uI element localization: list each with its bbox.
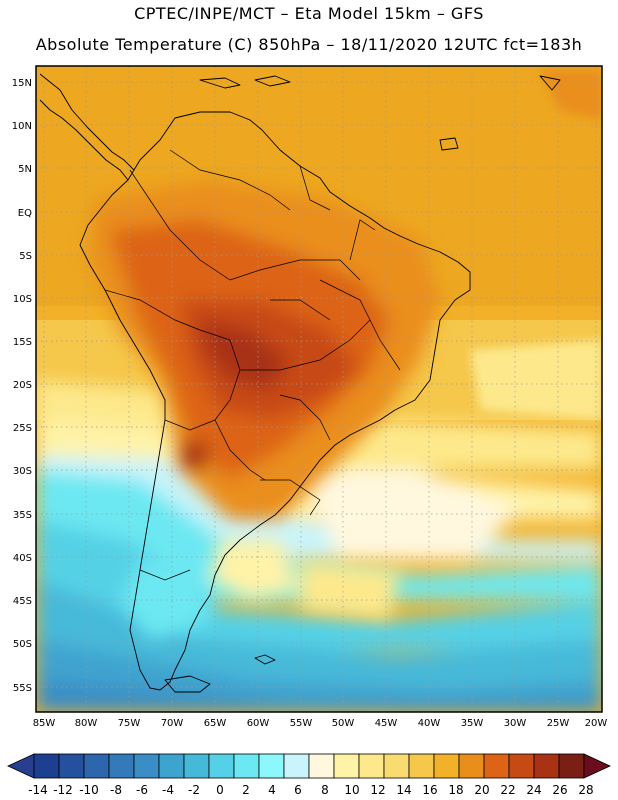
lat-label: EQ <box>18 208 32 219</box>
colorbar-cell <box>158 753 185 779</box>
colorbar-cell <box>133 753 160 779</box>
colorbar-tick-label: 4 <box>268 783 276 797</box>
colorbar-tick-label: 0 <box>216 783 224 797</box>
colorbar-tick-label: 12 <box>370 783 385 797</box>
colorbar-tick-label: -12 <box>53 783 73 797</box>
colorbar-tick-label: 14 <box>396 783 411 797</box>
lat-label: 40S <box>13 553 32 564</box>
lat-label: 5N <box>18 164 32 175</box>
lat-label: 30S <box>13 466 32 477</box>
colorbar-cell <box>433 753 460 779</box>
colorbar-cell <box>233 753 260 779</box>
lat-label: 25S <box>13 423 32 434</box>
colorbar-cell <box>333 753 360 779</box>
colorbar: -14 -12 -10 -8 -6 -4 -2 0 2 4 6 8 10 12 … <box>7 753 611 797</box>
colorbar-cell <box>458 753 485 779</box>
colorbar-cell <box>308 753 335 779</box>
colorbar-tick-label: 28 <box>578 783 593 797</box>
lon-label: 65W <box>204 718 227 729</box>
lon-label: 25W <box>547 718 570 729</box>
lat-label: 10S <box>13 294 32 305</box>
lat-label: 15S <box>13 337 32 348</box>
colorbar-tick-label: 8 <box>321 783 329 797</box>
lat-label: 10N <box>12 121 32 132</box>
lon-label: 55W <box>290 718 313 729</box>
colorbar-tick-label: 16 <box>422 783 437 797</box>
lat-label: 15N <box>12 78 32 89</box>
lon-label: 80W <box>75 718 98 729</box>
lon-label: 75W <box>118 718 141 729</box>
colorbar-tick-label: -2 <box>188 783 200 797</box>
colorbar-cell <box>358 753 385 779</box>
map-frame <box>35 65 603 713</box>
lat-label: 50S <box>13 639 32 650</box>
colorbar-tick-label: 22 <box>500 783 515 797</box>
colorbar-cell <box>533 753 560 779</box>
lat-label: 55S <box>13 683 32 694</box>
colorbar-tick-label: -14 <box>28 783 48 797</box>
lon-label: 50W <box>332 718 355 729</box>
colorbar-cell <box>283 753 310 779</box>
lat-label: 20S <box>13 380 32 391</box>
colorbar-tick-label: 26 <box>552 783 567 797</box>
colorbar-tick-label: -8 <box>110 783 122 797</box>
colorbar-tick-label: 2 <box>242 783 250 797</box>
colorbar-over-triangle <box>583 753 611 779</box>
colorbar-cell <box>508 753 535 779</box>
colorbar-tick-label: -4 <box>162 783 174 797</box>
lat-label: 45S <box>13 596 32 607</box>
lat-label: 35S <box>13 510 32 521</box>
colorbar-cell <box>58 753 85 779</box>
colorbar-under-triangle <box>7 753 35 779</box>
colorbar-tick-label: -10 <box>79 783 99 797</box>
colorbar-cell <box>408 753 435 779</box>
lon-label: 85W <box>33 718 56 729</box>
colorbar-tick-label: 24 <box>526 783 541 797</box>
longitude-axis: 85W 80W 75W 70W 65W 60W 55W 50W 45W 40W … <box>33 718 608 729</box>
colorbar-cell <box>208 753 235 779</box>
lon-label: 40W <box>418 718 441 729</box>
colorbar-tick-label: 20 <box>474 783 489 797</box>
colorbar-cell <box>383 753 410 779</box>
lon-label: 20W <box>585 718 608 729</box>
colorbar-cell <box>258 753 285 779</box>
colorbar-cell <box>83 753 110 779</box>
colorbar-cell <box>108 753 135 779</box>
colorbar-cell <box>33 753 60 779</box>
lon-label: 45W <box>375 718 398 729</box>
colorbar-cell <box>558 753 585 779</box>
lat-label: 5S <box>19 251 32 262</box>
colorbar-tick-label: 18 <box>448 783 463 797</box>
chart-subtitle: Absolute Temperature (C) 850hPa – 18/11/… <box>35 35 583 54</box>
country-borders <box>104 149 401 581</box>
lon-label: 70W <box>161 718 184 729</box>
lon-label: 35W <box>461 718 484 729</box>
colorbar-tick-label: -6 <box>136 783 148 797</box>
lon-label: 60W <box>247 718 270 729</box>
colorbar-cell <box>483 753 510 779</box>
lon-label: 30W <box>504 718 527 729</box>
colorbar-cell <box>183 753 210 779</box>
chart-title: CPTEC/INPE/MCT – Eta Model 15km – GFS <box>134 4 484 23</box>
temperature-field <box>36 66 602 712</box>
latitude-axis: 15N 10N 5N EQ 5S 10S 15S 20S 25S 30S 35S… <box>12 78 32 694</box>
colorbar-tick-label: 6 <box>294 783 302 797</box>
colorbar-tick-label: 10 <box>344 783 359 797</box>
